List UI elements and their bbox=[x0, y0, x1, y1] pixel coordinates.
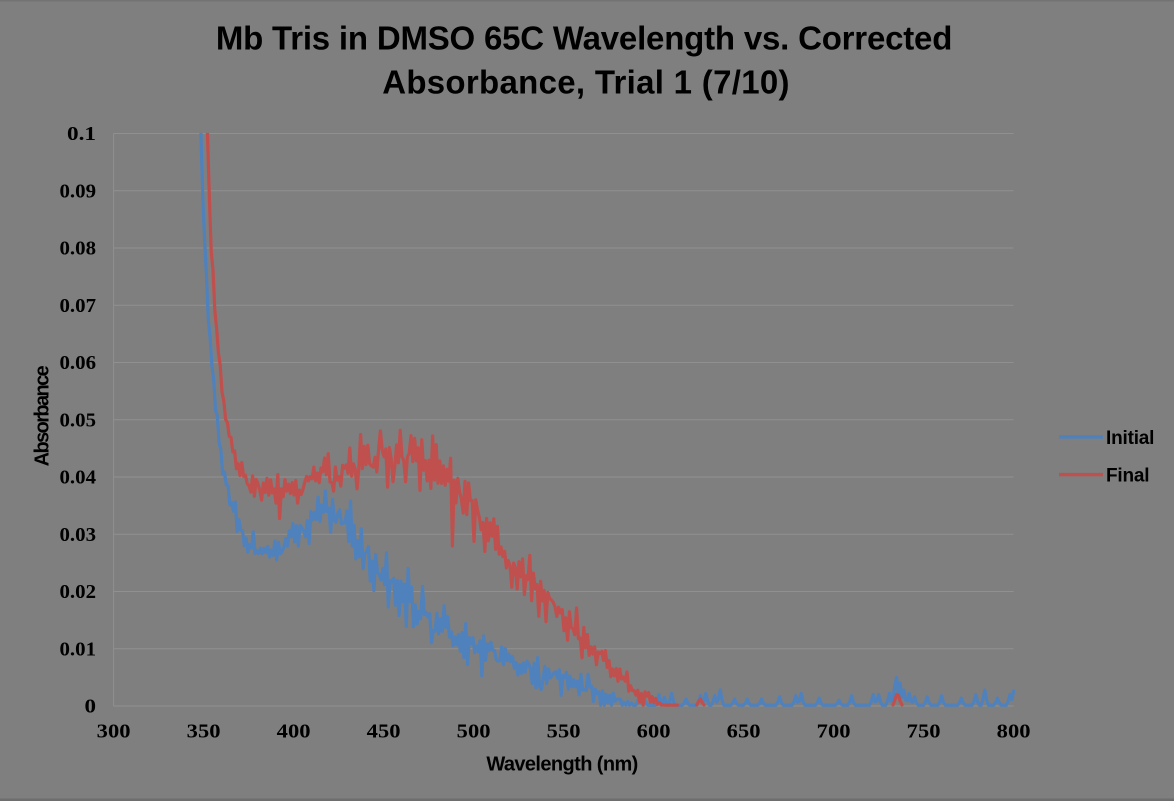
svg-text:Final: Final bbox=[1106, 466, 1149, 487]
svg-text:Absorbance: Absorbance bbox=[32, 365, 54, 466]
svg-text:650: 650 bbox=[727, 721, 761, 743]
svg-text:0.09: 0.09 bbox=[60, 180, 97, 202]
svg-text:Mb Tris in DMSO 65C Wavelength: Mb Tris in DMSO 65C Wavelength vs. Corre… bbox=[216, 20, 952, 57]
svg-text:Absorbance, Trial 1 (7/10): Absorbance, Trial 1 (7/10) bbox=[382, 64, 790, 101]
svg-text:0.01: 0.01 bbox=[60, 638, 97, 660]
svg-text:450: 450 bbox=[367, 721, 401, 743]
svg-text:750: 750 bbox=[907, 721, 941, 743]
svg-text:550: 550 bbox=[547, 721, 581, 743]
svg-text:300: 300 bbox=[97, 721, 131, 743]
svg-text:0.06: 0.06 bbox=[60, 352, 97, 374]
svg-text:700: 700 bbox=[817, 721, 851, 743]
svg-text:400: 400 bbox=[277, 721, 311, 743]
svg-text:800: 800 bbox=[997, 721, 1031, 743]
svg-text:Wavelength (nm): Wavelength (nm) bbox=[486, 754, 637, 776]
svg-text:0.02: 0.02 bbox=[60, 581, 97, 603]
svg-text:0.05: 0.05 bbox=[60, 409, 97, 431]
svg-text:500: 500 bbox=[457, 721, 491, 743]
svg-text:0.08: 0.08 bbox=[60, 238, 97, 260]
svg-text:0: 0 bbox=[85, 696, 97, 718]
svg-text:0.03: 0.03 bbox=[60, 524, 97, 546]
svg-text:0.1: 0.1 bbox=[67, 123, 96, 145]
svg-text:0.04: 0.04 bbox=[60, 467, 97, 489]
svg-text:Initial: Initial bbox=[1106, 428, 1154, 449]
svg-text:350: 350 bbox=[187, 721, 221, 743]
svg-text:600: 600 bbox=[637, 721, 671, 743]
svg-text:0.07: 0.07 bbox=[60, 295, 97, 317]
